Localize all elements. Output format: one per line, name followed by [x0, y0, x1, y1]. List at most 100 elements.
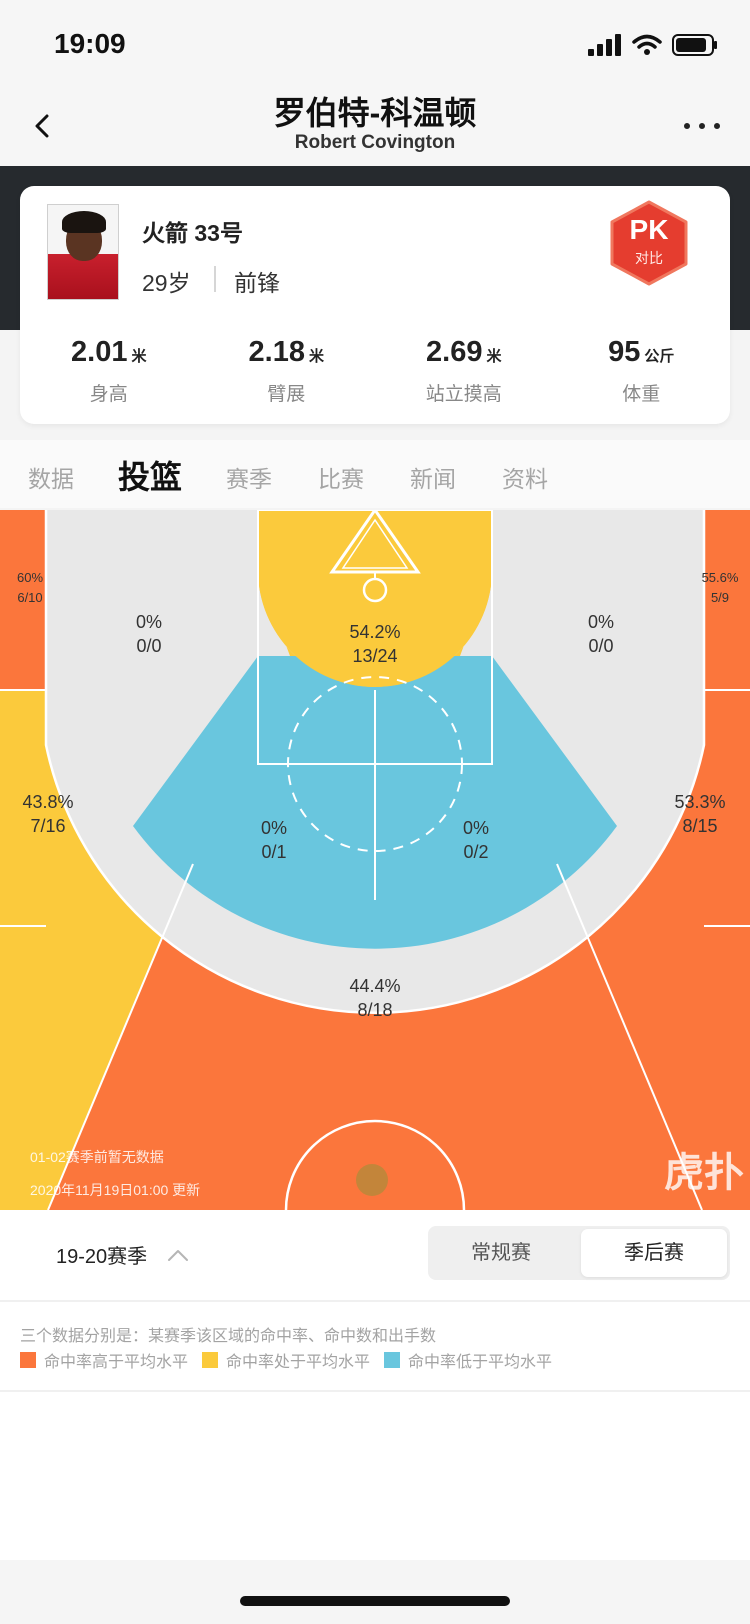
zone-right-corner: 55.6% 5/9 — [690, 568, 750, 608]
player-age: 29岁 — [142, 270, 191, 296]
segment-playoffs[interactable]: 季后赛 — [581, 1229, 727, 1277]
back-button[interactable] — [22, 106, 62, 146]
tab-bar: 数据 投篮 赛季 比赛 新闻 资料 — [0, 440, 750, 508]
legend-swatch — [384, 1352, 401, 1368]
stat-unit: 米 — [308, 348, 324, 365]
zone-made: 5/9 — [710, 590, 730, 605]
zone-made: 7/16 — [30, 816, 66, 836]
zone-left-wing-three: 43.8% 7/16 — [0, 790, 108, 838]
tab-data[interactable]: 数据 — [28, 466, 74, 492]
zone-pct: 55.6% — [701, 570, 739, 585]
avatar-hair — [62, 211, 106, 233]
chevron-left-icon — [35, 114, 49, 138]
meta-divider — [214, 266, 216, 292]
pk-label: PK — [629, 214, 669, 245]
pk-compare-button[interactable]: PK 对比 — [608, 200, 690, 286]
tab-news[interactable]: 新闻 — [410, 466, 456, 492]
zone-pct: 0% — [587, 612, 614, 632]
stat-label: 臂展 — [267, 384, 306, 405]
legend-swatch — [20, 1352, 36, 1368]
tab-games[interactable]: 比赛 — [318, 466, 364, 492]
zone-pct: 0% — [135, 612, 162, 632]
tab-profile[interactable]: 资料 — [502, 466, 548, 492]
page-subtitle: Robert Covington — [294, 132, 456, 153]
team-number: 火箭 33号 — [142, 220, 243, 246]
status-bar: 19:09 — [0, 0, 750, 88]
zone-made: 0/0 — [136, 636, 162, 656]
stat-height: 2.01 米 身高 — [20, 336, 198, 416]
zone-left-mid: 0% 0/0 — [89, 610, 209, 658]
season-bar: 19-20赛季 常规赛 季后赛 — [0, 1210, 750, 1300]
stat-value: 2.01 — [71, 336, 128, 368]
zone-pct: 54.2% — [349, 622, 401, 642]
zone-made: 8/15 — [682, 816, 718, 836]
zone-pct: 43.8% — [22, 792, 74, 812]
stat-value: 2.18 — [248, 336, 305, 368]
stat-wingspan: 2.18 米 臂展 — [198, 336, 376, 416]
chevron-up-icon — [168, 1249, 189, 1261]
legend-swatch — [202, 1352, 219, 1368]
legend: 命中率高于平均水平 命中率处于平均水平 命中率低于平均水平 — [20, 1348, 566, 1372]
pk-sublabel: 对比 — [635, 250, 663, 266]
zone-restricted: 54.2% 13/24 — [315, 620, 435, 668]
zone-right-wing-three: 53.3% 8/15 — [640, 790, 750, 838]
zone-top-three: 44.4% 8/18 — [315, 974, 435, 1022]
court-note-history: 01-02赛季前暂无数据 — [30, 1149, 164, 1165]
signal-icon — [588, 34, 621, 56]
season-label: 19-20赛季 — [56, 1246, 148, 1268]
game-type-toggle: 常规赛 季后赛 — [428, 1226, 730, 1280]
segment-regular-season[interactable]: 常规赛 — [471, 1242, 531, 1264]
watermark-logo: 虎扑 — [664, 1151, 744, 1195]
tab-season[interactable]: 赛季 — [226, 466, 272, 492]
battery-icon — [672, 34, 717, 56]
zone-pct: 0% — [462, 818, 489, 838]
stat-label: 体重 — [622, 384, 661, 405]
player-card: 火箭 33号 29岁 前锋 PK 对比 2.01 米 身高 2.18 米 臂展 2.… — [20, 186, 730, 424]
court-note-updated: 2020年11月19日01:00 更新 — [30, 1182, 201, 1198]
stat-label: 站立摸高 — [425, 384, 502, 405]
zone-made: 0/2 — [463, 842, 489, 862]
stat-value: 2.69 — [426, 336, 483, 368]
more-button[interactable] — [684, 116, 720, 136]
shot-chart: 60% 6/10 55.6% 5/9 0% 0/0 0% 0/0 54.2% 1… — [0, 510, 750, 1210]
divider — [0, 1300, 750, 1302]
bottom-area — [0, 1560, 750, 1624]
legend-label: 命中率低于平均水平 — [408, 1354, 553, 1371]
zone-pct: 60% — [16, 570, 44, 585]
avatar[interactable] — [47, 204, 119, 300]
stat-standing-reach: 2.69 米 站立摸高 — [375, 336, 553, 416]
page-title: 罗伯特-科温顿 — [273, 95, 477, 131]
divider — [0, 1390, 750, 1392]
legend-description: 三个数据分别是：某赛季该区域的命中率、命中数和出手数 — [20, 1328, 437, 1345]
zone-paint-left: 0% 0/1 — [214, 816, 334, 864]
zone-pct: 53.3% — [674, 792, 726, 812]
pk-hexagon-icon — [610, 200, 688, 286]
zone-made: 0/1 — [261, 842, 287, 862]
legend-item-average: 命中率处于平均水平 — [202, 1348, 370, 1372]
player-position: 前锋 — [234, 270, 280, 296]
stat-weight: 95 公斤 体重 — [553, 336, 731, 416]
season-selector[interactable]: 19-20赛季 — [56, 1240, 189, 1269]
home-indicator[interactable] — [240, 1596, 510, 1606]
legend-item-above: 命中率高于平均水平 — [20, 1348, 188, 1372]
zone-right-mid: 0% 0/0 — [541, 610, 661, 658]
zone-pct: 0% — [260, 818, 287, 838]
status-icons — [588, 32, 718, 58]
zone-pct: 44.4% — [349, 976, 401, 996]
dot-icon — [684, 123, 690, 129]
stat-value: 95 — [608, 336, 641, 368]
zone-made: 13/24 — [352, 646, 398, 666]
zone-left-corner: 60% 6/10 — [0, 568, 60, 608]
stat-label: 身高 — [89, 384, 128, 405]
header: 罗伯特-科温顿 Robert Covington — [0, 88, 750, 166]
legend-label: 命中率处于平均水平 — [226, 1354, 371, 1371]
court-svg — [0, 510, 750, 1210]
tab-shooting[interactable]: 投篮 — [118, 459, 183, 495]
wifi-icon — [632, 34, 662, 55]
status-time: 19:09 — [54, 28, 126, 59]
zone-made: 6/10 — [17, 590, 43, 605]
dot-icon — [714, 123, 720, 129]
body-stats: 2.01 米 身高 2.18 米 臂展 2.69 米 站立摸高 95 公斤 体重 — [20, 336, 730, 416]
stat-unit: 米 — [486, 348, 502, 365]
stat-unit: 公斤 — [644, 348, 675, 365]
